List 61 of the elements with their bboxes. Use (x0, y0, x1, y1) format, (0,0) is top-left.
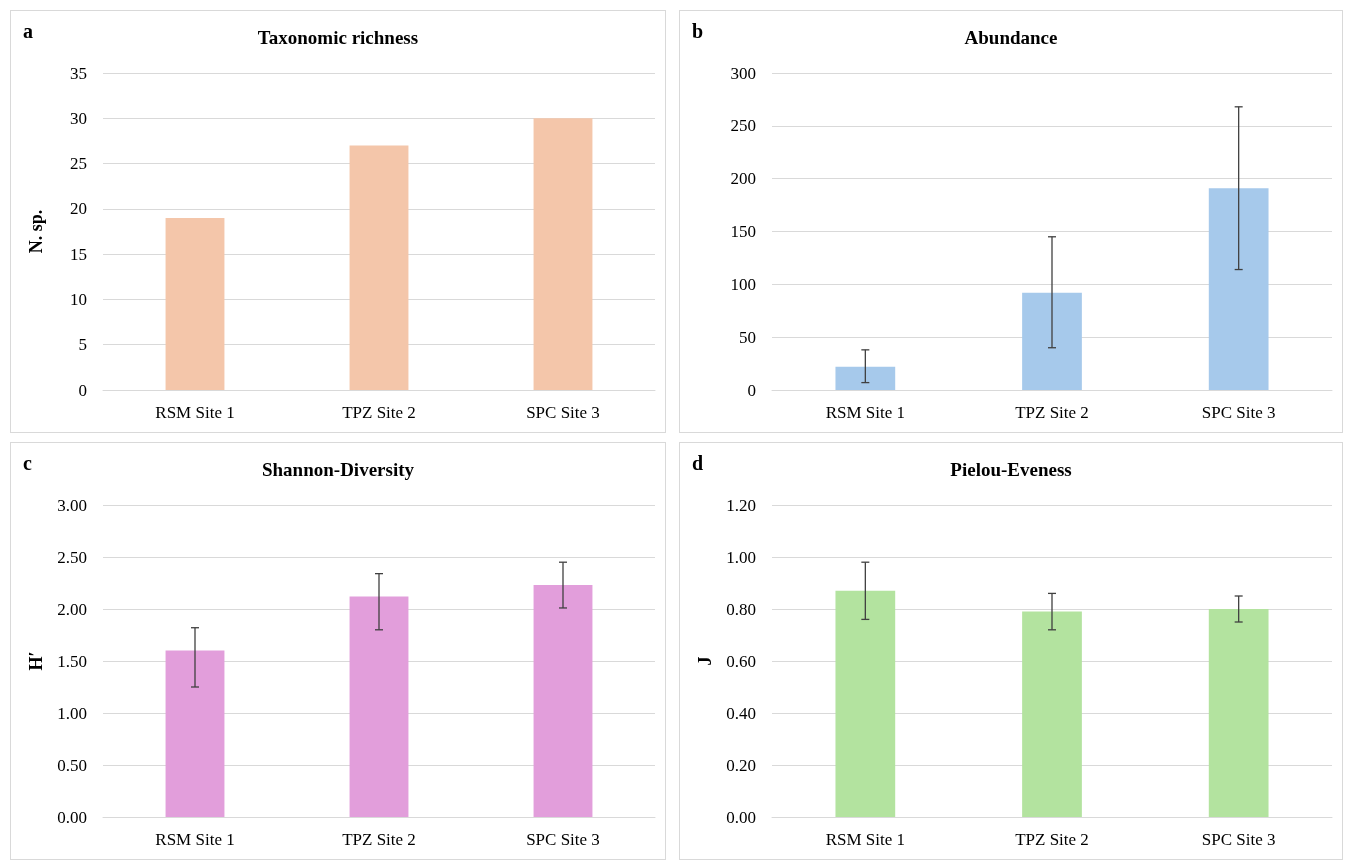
bar (533, 585, 593, 817)
y-tick-label: 0.00 (726, 807, 756, 827)
chart-title: Pielou-Eveness (950, 459, 1072, 480)
x-tick-label: TPZ Site 2 (1015, 830, 1089, 849)
y-tick-label: 2.00 (57, 599, 87, 619)
bar (165, 650, 225, 817)
y-axis-title: N. sp. (26, 209, 46, 254)
x-tick-label: RSM Site 1 (825, 830, 906, 849)
y-tick-label: 25 (70, 154, 87, 174)
text: c (23, 452, 32, 474)
x-tick-label: SPC Site 3 (526, 830, 600, 849)
y-tick-label: 100 (730, 274, 756, 294)
y-tick-label: 0.20 (726, 755, 756, 775)
y-tick-label: 0.50 (57, 755, 87, 775)
x-tick-label: RSM Site 1 (155, 403, 235, 422)
y-tick-label: 50 (739, 327, 756, 347)
y-tick-label: 1.50 (57, 651, 87, 671)
y-tick-label: 0 (78, 380, 87, 400)
y-tick-label: 10 (70, 289, 87, 309)
text: b (692, 20, 704, 42)
bar (349, 596, 409, 817)
y-tick-label: 0.00 (57, 807, 87, 827)
chart-title: Taxonomic richness (257, 27, 419, 48)
chart-title: Abundance (964, 27, 1058, 48)
x-tick-label: SPC Site 3 (1201, 830, 1276, 849)
y-tick-label: 2.50 (57, 547, 87, 567)
text: d (692, 452, 704, 474)
y-tick-label: 300 (730, 63, 756, 83)
x-tick-label: TPZ Site 2 (342, 403, 416, 422)
y-tick-label: 1.00 (726, 547, 756, 567)
x-tick-label: SPC Site 3 (1201, 403, 1276, 422)
x-tick-label: SPC Site 3 (526, 403, 600, 422)
y-tick-label: 15 (70, 244, 87, 264)
y-tick-label: 0.40 (726, 703, 756, 723)
y-axis-title: J (695, 656, 715, 666)
x-tick-label: RSM Site 1 (155, 830, 235, 849)
y-axis-title: H′ (26, 651, 46, 671)
text: a (23, 20, 33, 42)
y-tick-label: 0.60 (726, 651, 756, 671)
y-tick-label: 3.00 (57, 495, 87, 515)
x-tick-label: TPZ Site 2 (342, 830, 416, 849)
x-tick-label: RSM Site 1 (825, 403, 906, 422)
y-tick-label: 250 (730, 116, 756, 136)
y-tick-label: 150 (730, 222, 756, 241)
y-tick-label: 35 (70, 63, 87, 83)
bar (349, 145, 409, 390)
y-tick-label: 5 (78, 335, 87, 355)
y-tick-label: 20 (70, 199, 87, 219)
y-tick-label: 0.80 (726, 599, 756, 619)
x-tick-label: TPZ Site 2 (1015, 403, 1089, 422)
y-tick-label: 0 (747, 380, 756, 400)
bar (533, 118, 593, 390)
y-tick-label: 30 (70, 108, 87, 128)
y-tick-label: 200 (730, 169, 756, 189)
chart-title: Shannon-Diversity (261, 459, 415, 480)
bar (1208, 188, 1269, 390)
y-tick-label: 1.00 (57, 703, 87, 723)
y-tick-label: 1.20 (726, 495, 756, 515)
bar (835, 366, 896, 390)
bar (165, 217, 225, 390)
bar (1022, 292, 1082, 390)
